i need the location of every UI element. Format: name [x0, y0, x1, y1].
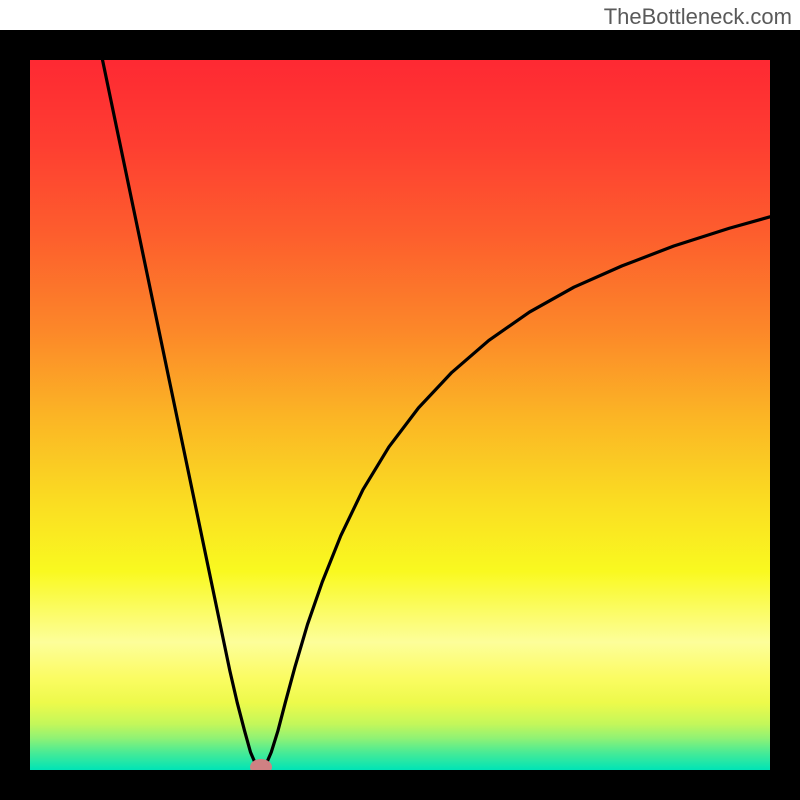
optimal-point-marker	[250, 759, 272, 770]
attribution-label: TheBottleneck.com	[604, 4, 792, 30]
chart-container: TheBottleneck.com	[0, 0, 800, 800]
bottleneck-curve	[93, 60, 770, 770]
plot-area	[30, 60, 770, 770]
chart-frame	[0, 30, 800, 800]
curve-layer	[30, 60, 770, 770]
